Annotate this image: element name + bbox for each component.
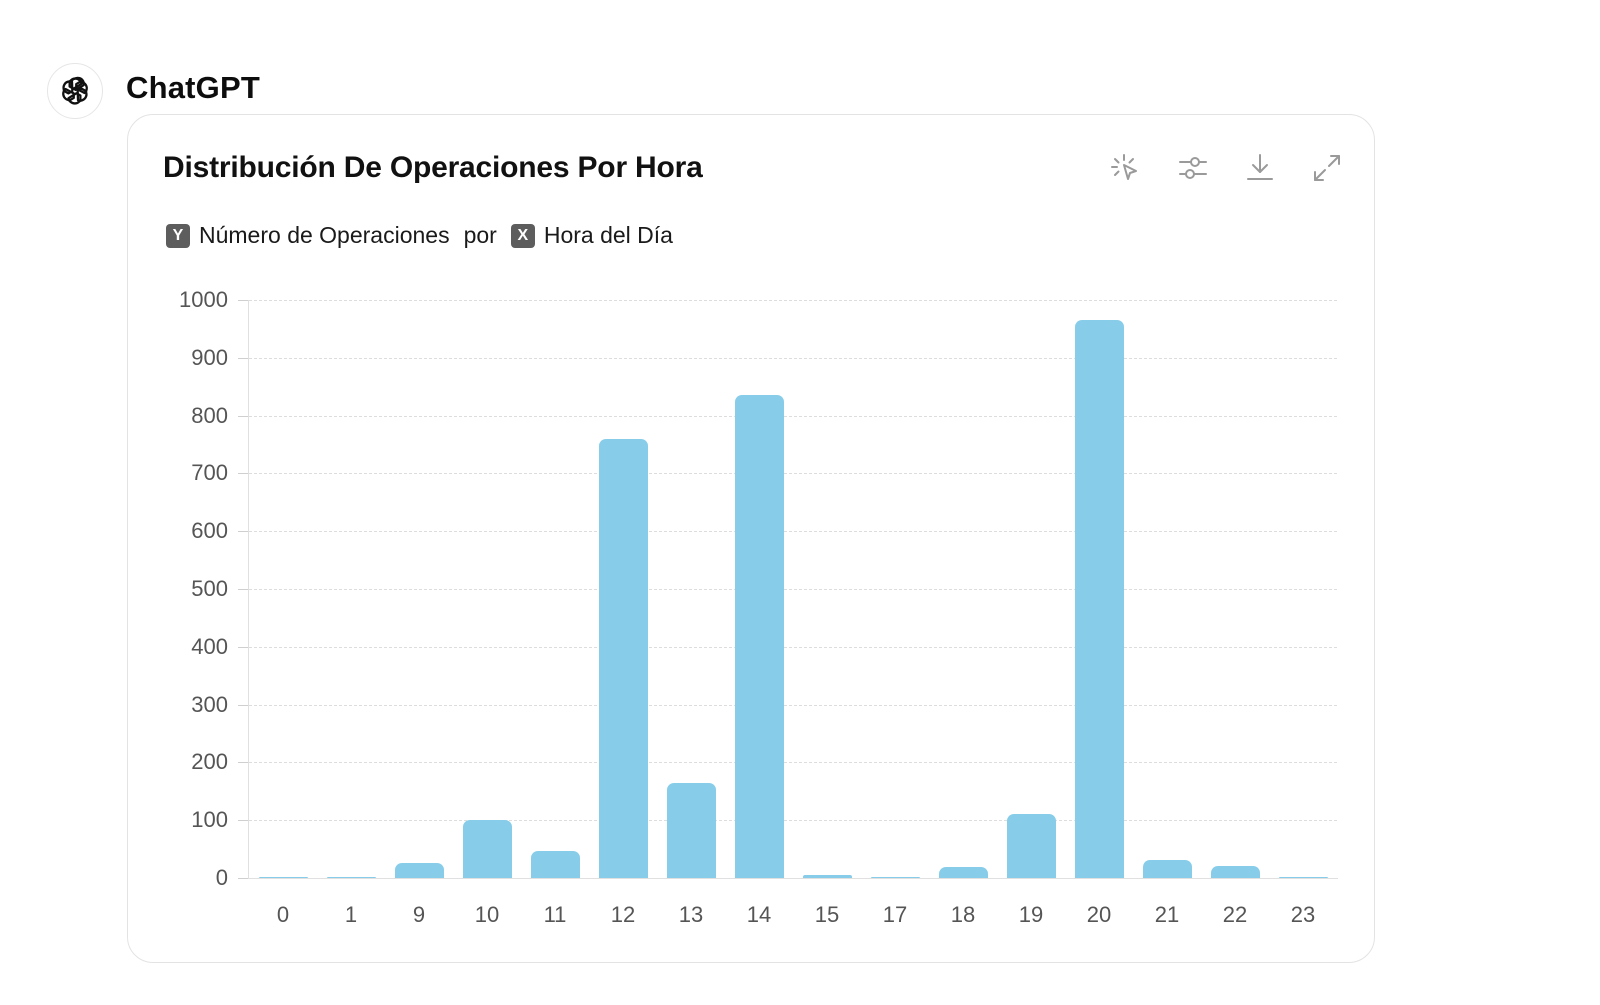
openai-logo-icon (59, 76, 91, 105)
bar-hour-23[interactable] (1278, 876, 1328, 878)
bar-hour-22[interactable] (1210, 865, 1260, 878)
bar-hour-21[interactable] (1142, 860, 1192, 878)
bar-hour-1[interactable] (326, 876, 376, 878)
bar-hour-15[interactable] (802, 875, 852, 878)
bar-hour-9[interactable] (394, 862, 444, 878)
expand-chart-button[interactable] (1309, 150, 1345, 186)
bar-hour-11[interactable] (530, 850, 580, 878)
avatar (47, 63, 103, 119)
y-axis-badge: Y (166, 223, 190, 248)
chart-toolbar (1108, 150, 1345, 186)
interactive-chart-button[interactable] (1108, 150, 1144, 186)
expand-icon (1314, 155, 1340, 181)
download-chart-button[interactable] (1242, 150, 1278, 186)
axis-joiner: por (463, 222, 497, 248)
bar-hour-19[interactable] (1006, 814, 1056, 878)
download-icon (1247, 154, 1273, 180)
axis-description: Y Número de Operaciones por X Hora del D… (166, 222, 673, 249)
app-name: ChatGPT (126, 70, 261, 105)
bar-hour-0[interactable] (258, 876, 308, 878)
bar-hour-13[interactable] (666, 782, 716, 878)
bar-hour-18[interactable] (938, 867, 988, 878)
bar-hour-14[interactable] (734, 395, 784, 878)
chart-title: Distribución De Operaciones Por Hora (163, 151, 703, 184)
bar-hour-17[interactable] (870, 876, 920, 878)
bar-hour-12[interactable] (598, 438, 648, 878)
bar-hour-20[interactable] (1074, 320, 1124, 878)
sliders-icon (1179, 157, 1207, 179)
interactive-icon (1111, 154, 1137, 180)
x-axis-badge: X (510, 223, 535, 248)
x-axis-label: Hora del Día (543, 222, 673, 248)
customize-chart-button[interactable] (1175, 150, 1211, 186)
bar-hour-10[interactable] (462, 819, 512, 878)
y-axis-label: Número de Operaciones (199, 222, 450, 248)
